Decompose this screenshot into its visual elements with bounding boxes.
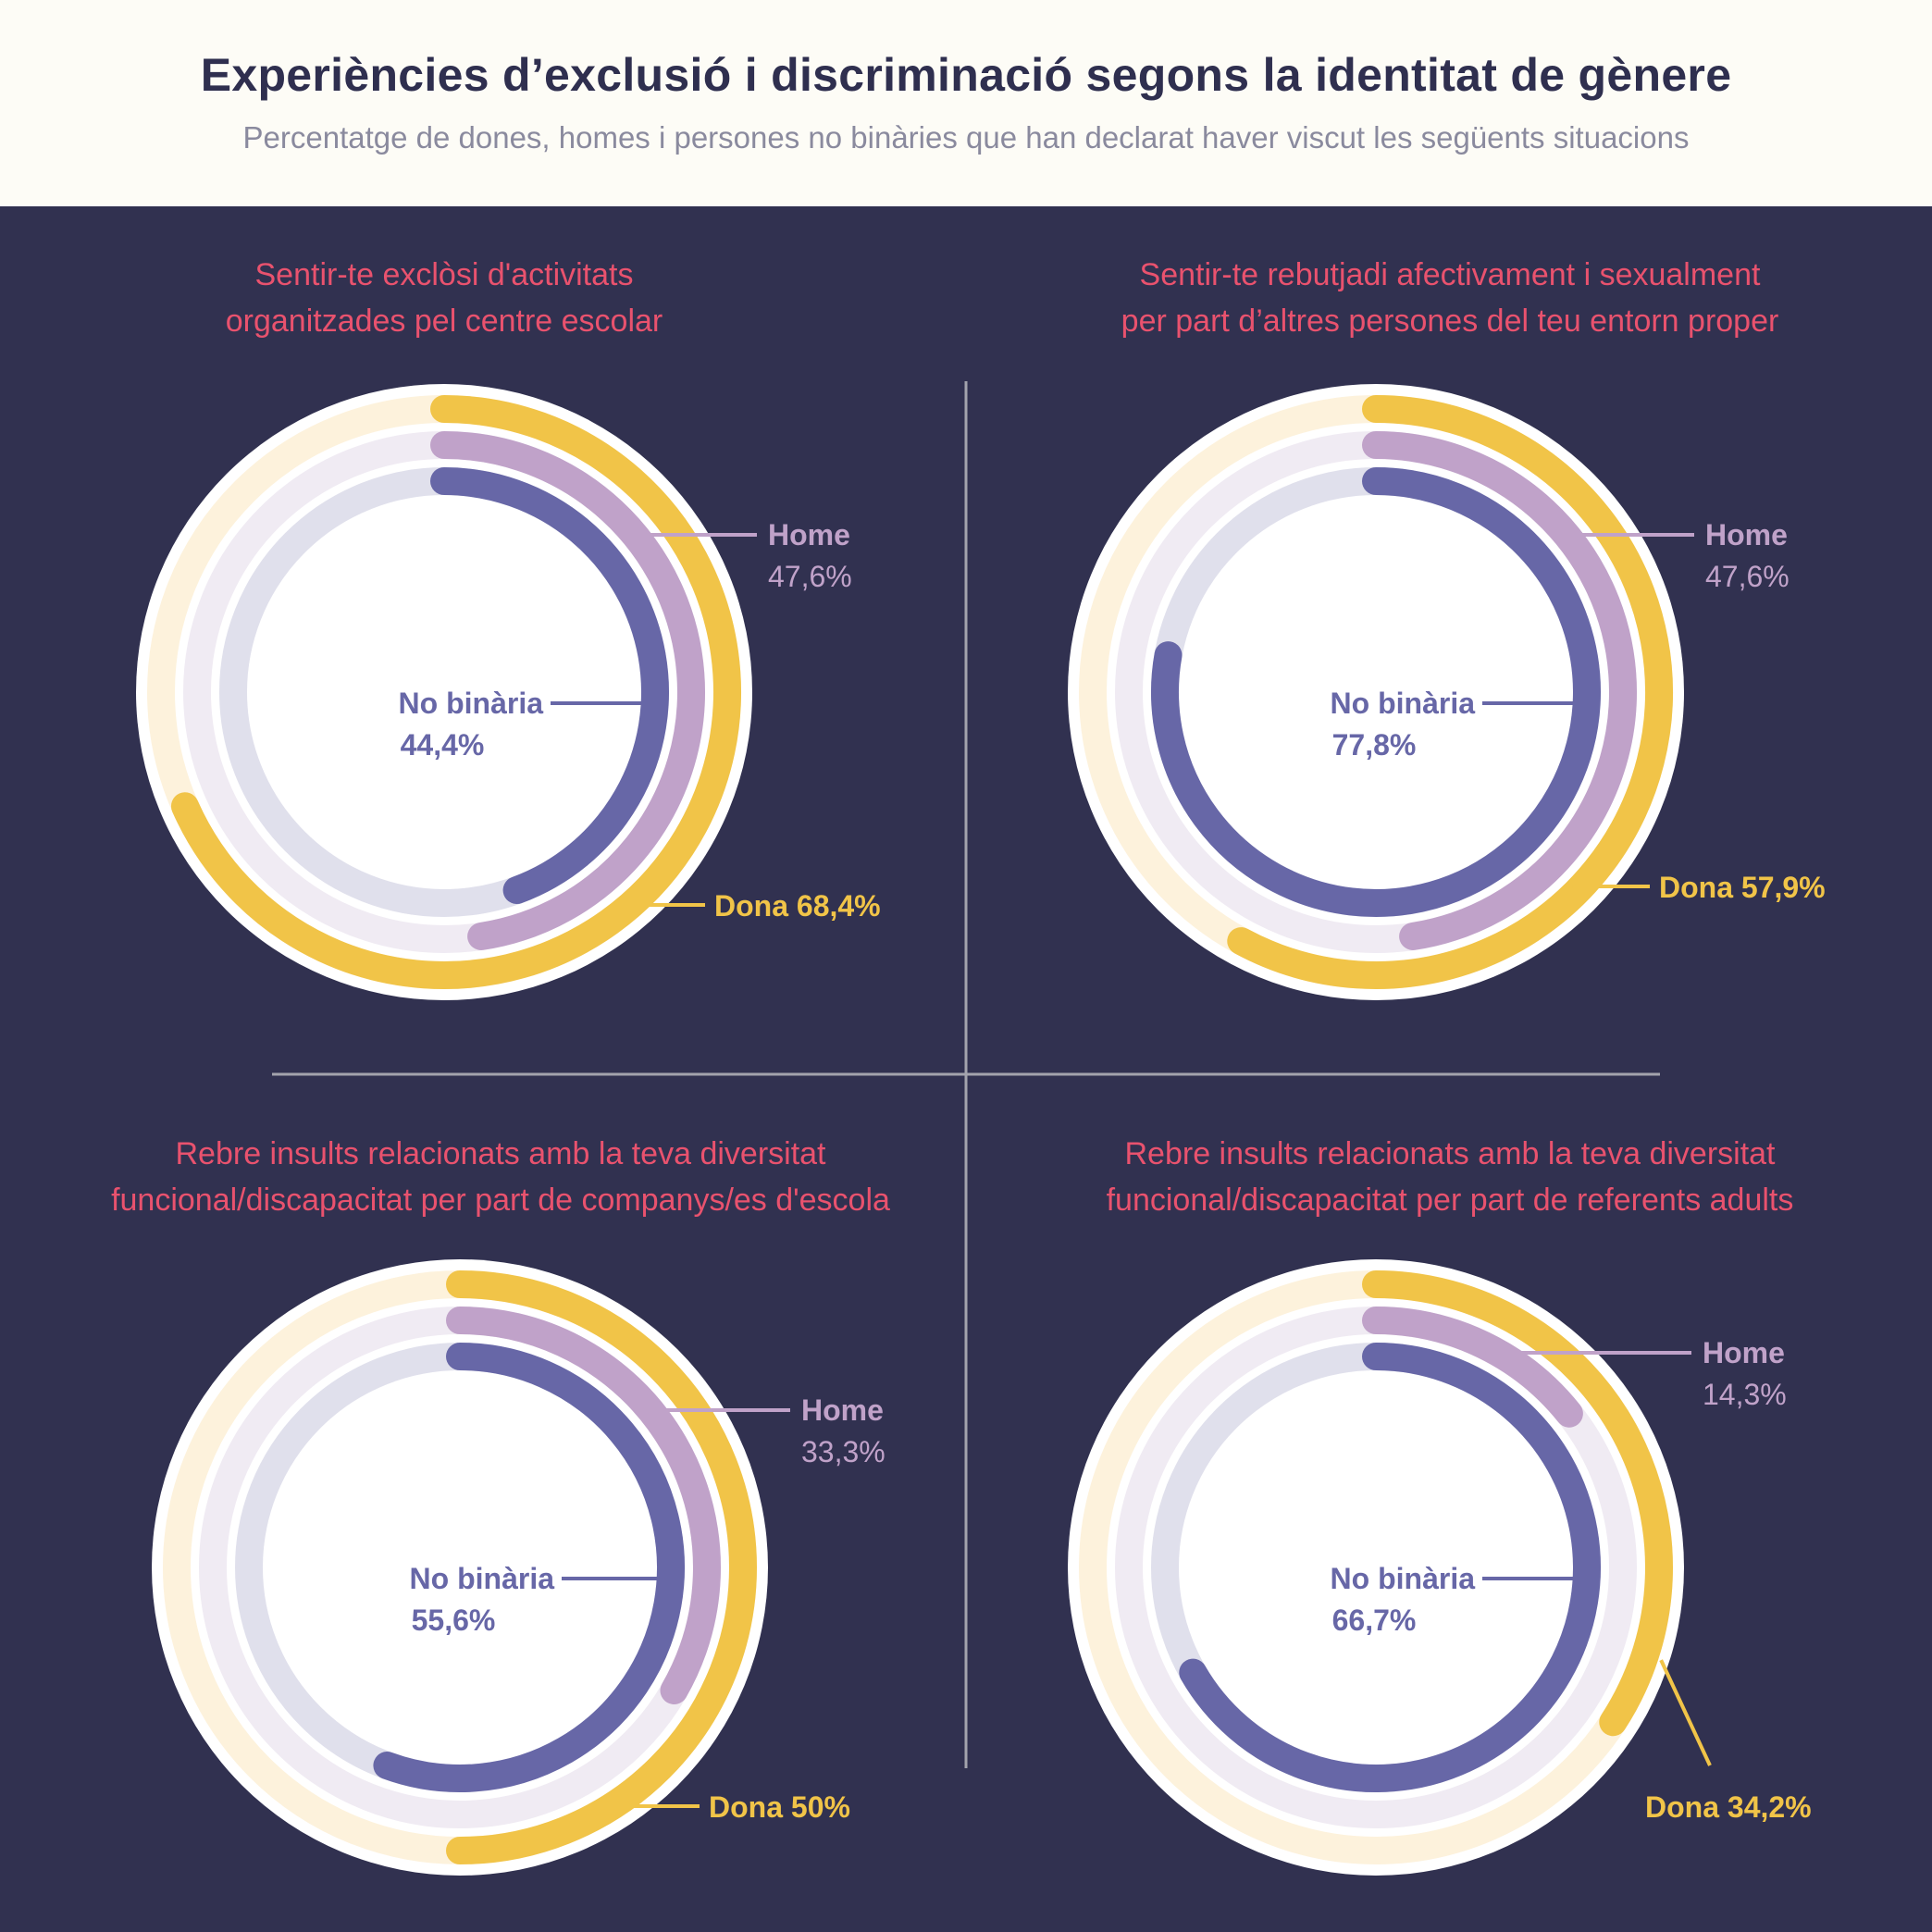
dona-label: Dona 68,4% — [714, 889, 881, 923]
dona-bar — [1227, 395, 1673, 989]
dona-label: Dona 57,9% — [1659, 871, 1826, 904]
panel-title-line: Sentir-te rebutjadi afectivament i sexua… — [1139, 257, 1761, 292]
no-binaria-label: No binària — [399, 687, 544, 720]
dona-bar — [446, 1270, 757, 1864]
panel-title-3: Rebre insults relacionats amb la teva di… — [38, 1131, 963, 1223]
radial-chart-2: Home 47,6% Dona 57,9% No binària 77,8% — [1068, 384, 1826, 1000]
panel-title-line: organitzades pel centre escolar — [225, 303, 663, 339]
panel-title-4: Rebre insults relacionats amb la teva di… — [987, 1131, 1913, 1223]
nb-bar — [373, 1343, 685, 1792]
home-label: Home — [801, 1393, 884, 1427]
dona-bar — [1362, 1270, 1673, 1737]
home-bar — [446, 1307, 721, 1705]
dona-leader-line — [1659, 1659, 1712, 1766]
home-bar — [1362, 431, 1637, 950]
home-bar — [1362, 1307, 1583, 1428]
home-value: 47,6% — [768, 560, 852, 593]
panel-title-line: Rebre insults relacionats amb la teva di… — [1124, 1136, 1776, 1171]
dona-label: Dona 50% — [709, 1790, 850, 1824]
panel-title-1: Sentir-te exclòsi d'activitats organitza… — [0, 252, 907, 344]
no-binaria-label: No binària — [410, 1562, 555, 1595]
panel-title-line: per part d’altres persones del teu entor… — [1121, 303, 1779, 339]
page-subtitle: Percentatge de dones, homes i persones n… — [242, 120, 1690, 155]
home-label: Home — [1705, 518, 1788, 551]
dona-label: Dona 34,2% — [1645, 1790, 1812, 1824]
panel-title-2: Sentir-te rebutjadi afectivament i sexua… — [987, 252, 1913, 344]
radial-chart-4: Home 14,3% Dona 34,2% No binària 66,7% — [1068, 1259, 1812, 1876]
home-value: 14,3% — [1703, 1378, 1787, 1411]
nb-bar — [1151, 467, 1601, 917]
header: Experiències d’exclusió i discriminació … — [0, 0, 1932, 206]
no-binaria-value: 77,8% — [1332, 728, 1417, 762]
no-binaria-value: 55,6% — [412, 1604, 496, 1637]
nb-bar — [430, 467, 669, 905]
page-title: Experiències d’exclusió i discriminació … — [200, 49, 1732, 101]
home-label: Home — [768, 518, 850, 551]
home-value: 47,6% — [1705, 560, 1790, 593]
no-binaria-label: No binària — [1331, 687, 1476, 720]
nb-bar — [1179, 1343, 1601, 1792]
panel-title-line: funcional/discapacitat per part de refer… — [1106, 1183, 1794, 1218]
no-binaria-label: No binària — [1331, 1562, 1476, 1595]
no-binaria-value: 44,4% — [401, 728, 485, 762]
home-bar — [430, 431, 705, 950]
home-value: 33,3% — [801, 1435, 886, 1468]
no-binaria-value: 66,7% — [1332, 1604, 1417, 1637]
dona-bar — [170, 395, 741, 989]
radial-chart-1: Home 47,6% Dona 68,4% No binària 44,4% — [136, 384, 881, 1000]
panel-title-line: funcional/discapacitat per part de compa… — [111, 1183, 890, 1218]
panel-title-line: Sentir-te exclòsi d'activitats — [254, 257, 634, 292]
home-label: Home — [1703, 1336, 1785, 1369]
radial-chart-3: Home 33,3% Dona 50% No binària 55,6% — [152, 1259, 886, 1876]
panel-title-line: Rebre insults relacionats amb la teva di… — [175, 1136, 826, 1171]
